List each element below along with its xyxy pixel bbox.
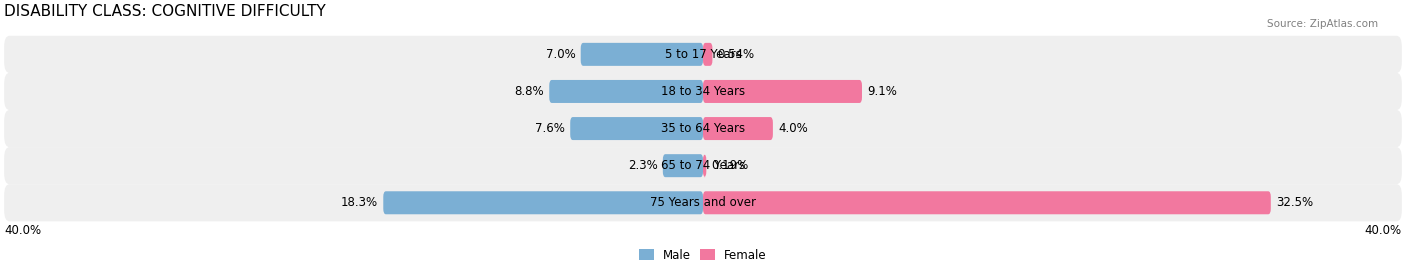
Legend: Male, Female: Male, Female [634,244,772,266]
FancyBboxPatch shape [4,184,1402,221]
FancyBboxPatch shape [4,73,1402,110]
Text: 32.5%: 32.5% [1277,196,1313,209]
FancyBboxPatch shape [703,80,862,103]
Text: 65 to 74 Years: 65 to 74 Years [661,159,745,172]
FancyBboxPatch shape [662,154,703,177]
Text: 7.0%: 7.0% [546,48,575,61]
Text: 5 to 17 Years: 5 to 17 Years [665,48,741,61]
FancyBboxPatch shape [4,36,1402,73]
FancyBboxPatch shape [703,117,773,140]
Text: 40.0%: 40.0% [4,224,41,237]
FancyBboxPatch shape [703,43,713,66]
FancyBboxPatch shape [384,191,703,214]
Text: 40.0%: 40.0% [1365,224,1402,237]
Text: Source: ZipAtlas.com: Source: ZipAtlas.com [1267,19,1378,29]
FancyBboxPatch shape [4,110,1402,147]
FancyBboxPatch shape [571,117,703,140]
Text: 35 to 64 Years: 35 to 64 Years [661,122,745,135]
Text: 0.54%: 0.54% [717,48,755,61]
Text: 75 Years and over: 75 Years and over [650,196,756,209]
FancyBboxPatch shape [581,43,703,66]
FancyBboxPatch shape [703,191,1271,214]
FancyBboxPatch shape [703,154,706,177]
Text: 8.8%: 8.8% [515,85,544,98]
Text: 4.0%: 4.0% [778,122,808,135]
Text: 7.6%: 7.6% [536,122,565,135]
Text: 18 to 34 Years: 18 to 34 Years [661,85,745,98]
FancyBboxPatch shape [4,147,1402,184]
Text: 18.3%: 18.3% [340,196,378,209]
Text: 2.3%: 2.3% [628,159,658,172]
FancyBboxPatch shape [550,80,703,103]
Text: 9.1%: 9.1% [868,85,897,98]
Text: 0.19%: 0.19% [711,159,749,172]
Text: DISABILITY CLASS: COGNITIVE DIFFICULTY: DISABILITY CLASS: COGNITIVE DIFFICULTY [4,4,326,19]
